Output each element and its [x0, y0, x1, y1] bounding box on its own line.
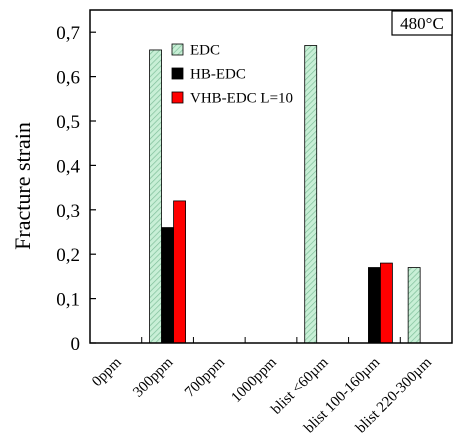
y-tick-label: 0,7 [56, 23, 80, 44]
y-tick-label: 0,4 [56, 156, 80, 177]
y-ticks: 0 0,1 0,2 0,3 0,4 0,5 0,6 0,7 [56, 23, 96, 355]
y-tick-label: 0,2 [56, 245, 80, 266]
y-tick-label: 0,5 [56, 112, 80, 133]
legend-swatch-1 [171, 67, 184, 80]
x-tick-label: 700ppm [182, 354, 228, 400]
temperature-label: 480°C [400, 14, 444, 33]
y-tick-label: 0,1 [56, 290, 80, 311]
y-tick-label: 0 [71, 334, 81, 355]
bar-hb-edc-5 [368, 267, 381, 344]
legend-swatch-0 [171, 43, 184, 56]
temperature-annotation: 480°C [391, 10, 453, 36]
legend-label-0: EDC [190, 43, 220, 59]
bar-edc-6 [407, 267, 421, 344]
y-tick-label: 0,6 [56, 68, 80, 89]
bar-hb-edc-1 [161, 227, 174, 344]
bar-vhb-edc-l-10-5 [380, 262, 393, 344]
y-axis-label: Fracture strain [10, 122, 35, 250]
plot-frame [89, 9, 453, 344]
x-tick-label: 0ppm [89, 354, 125, 390]
bar-vhb-edc-l-10-1 [173, 200, 186, 344]
legend-swatch-2 [171, 91, 184, 104]
y-tick-label: 0,3 [56, 201, 80, 222]
bar-edc-4 [304, 45, 318, 344]
x-tick-label: 300ppm [130, 354, 176, 400]
x-tick-label: 1000ppm [228, 354, 280, 406]
bar-edc-1 [149, 49, 162, 344]
legend: EDC HB-EDC VHB-EDC L=10 [171, 43, 293, 107]
legend-label-2: VHB-EDC L=10 [190, 91, 293, 107]
legend-label-1: HB-EDC [190, 67, 246, 83]
